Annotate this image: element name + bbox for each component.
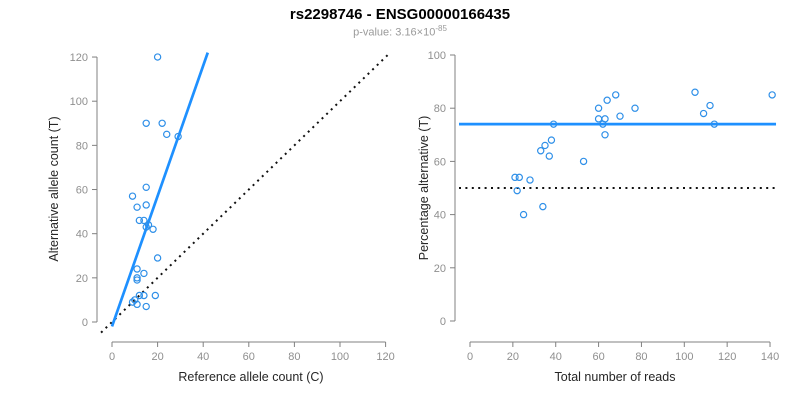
data-point: [594, 104, 603, 112]
data-point: [133, 274, 141, 282]
y-tick-label: 0: [440, 316, 446, 328]
data-point: [541, 141, 549, 150]
x-axis-title: Reference allele count (C): [178, 370, 323, 384]
data-point: [515, 173, 523, 182]
figure-subtitle: p-value: 3.16×10-85: [0, 24, 800, 39]
data-point: [519, 210, 528, 219]
data-point: [545, 152, 553, 160]
p-value-text: p-value: 3.16×10: [353, 26, 436, 39]
x-tick-label: 0: [109, 351, 115, 363]
data-point: [142, 119, 150, 127]
data-point: [140, 269, 148, 278]
data-point: [151, 291, 160, 300]
x-tick-label: 80: [635, 351, 647, 363]
data-point: [149, 225, 157, 233]
data-point: [631, 104, 639, 112]
data-point: [142, 183, 150, 192]
data-point: [163, 130, 171, 139]
data-point: [133, 276, 141, 284]
x-tick-label: 120: [376, 351, 394, 363]
x-tick-label: 140: [761, 351, 779, 363]
data-point: [128, 192, 137, 200]
x-tick-label: 40: [197, 351, 209, 363]
data-point: [174, 132, 182, 141]
p-value-exponent: -85: [435, 24, 447, 33]
data-point: [135, 216, 144, 225]
data-point: [135, 291, 144, 300]
data-point: [768, 91, 776, 99]
x-axis-title: Total number of reads: [555, 370, 676, 384]
data-point: [133, 203, 141, 211]
fit-line: [110, 52, 210, 327]
data-point: [142, 201, 150, 209]
data-point: [549, 120, 558, 128]
data-point: [691, 88, 699, 96]
x-tick-label: 20: [151, 351, 163, 363]
y-tick-label: 40: [434, 210, 446, 222]
data-point: [537, 147, 545, 155]
data-point: [133, 300, 141, 309]
y-tick-label: 100: [428, 50, 446, 62]
y-tick-label: 80: [76, 140, 88, 152]
data-point: [153, 254, 162, 262]
y-tick-label: 20: [76, 273, 88, 285]
reference-dotted-line: [100, 54, 389, 334]
data-point: [594, 115, 603, 123]
figure-title: rs2298746 - ENSG00000166435: [289, 6, 511, 23]
data-point: [579, 157, 588, 166]
x-tick-label: 0: [467, 351, 473, 363]
figure-header: rs2298746 - ENSG00000166435 p-value: 3.1…: [0, 0, 800, 39]
data-point: [513, 186, 521, 195]
data-point: [142, 223, 150, 231]
y-tick-label: 60: [434, 156, 446, 168]
data-point: [616, 112, 624, 120]
data-point: [158, 119, 166, 127]
y-tick-label: 120: [70, 52, 88, 64]
data-point: [140, 291, 148, 300]
data-point: [133, 265, 141, 273]
x-tick-label: 40: [550, 351, 562, 363]
data-point: [710, 120, 719, 128]
x-tick-label: 100: [675, 351, 693, 363]
data-point: [140, 216, 148, 225]
data-point: [539, 202, 547, 211]
y-axis-title: Percentage alternative (T): [417, 116, 431, 261]
data-point: [526, 176, 534, 184]
y-tick-label: 60: [76, 185, 88, 197]
y-tick-label: 40: [76, 229, 88, 241]
data-point: [706, 101, 714, 110]
y-tick-label: 20: [434, 263, 446, 275]
x-tick-label: 100: [331, 351, 349, 363]
y-tick-label: 100: [70, 96, 88, 108]
data-point: [612, 91, 620, 99]
data-point: [603, 96, 611, 104]
y-tick-label: 0: [82, 317, 88, 329]
x-tick-label: 60: [243, 351, 255, 363]
x-tick-label: 80: [288, 351, 300, 363]
y-tick-label: 80: [434, 103, 446, 115]
data-point: [153, 53, 162, 61]
x-tick-label: 60: [592, 351, 604, 363]
x-tick-label: 20: [507, 351, 519, 363]
data-point: [547, 136, 556, 144]
y-axis-title: Alternative allele count (T): [47, 116, 61, 261]
data-point: [699, 109, 708, 118]
data-point: [144, 221, 153, 229]
data-point: [601, 131, 609, 139]
x-tick-label: 120: [718, 351, 736, 363]
data-point: [511, 173, 519, 182]
data-point: [142, 302, 150, 311]
data-point: [599, 120, 607, 128]
